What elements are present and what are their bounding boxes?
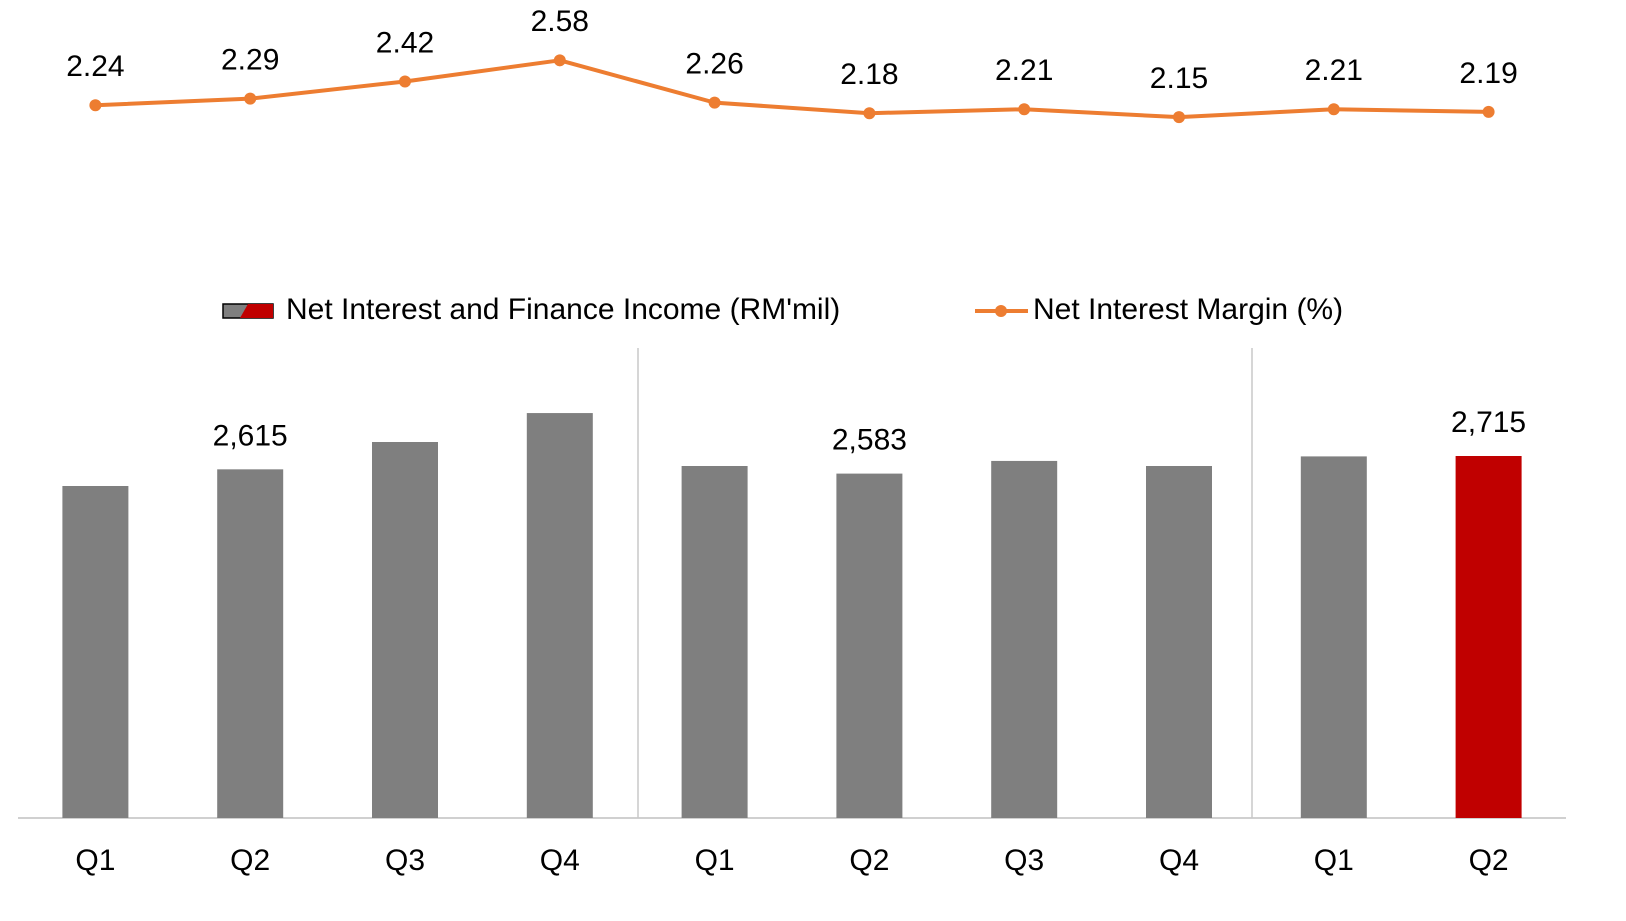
data-label: 2,715 [1451,406,1526,439]
x-tick-label: Q1 [695,844,735,877]
bar [217,469,284,818]
marker [244,92,257,105]
marker [89,99,102,112]
bar [372,442,438,818]
x-tick-label: Q3 [1004,844,1044,877]
data-label: 2,583 [832,424,907,457]
x-tick-label: Q2 [230,844,270,877]
data-label: 2.29 [221,44,279,77]
bar [1455,456,1522,818]
marker [708,96,721,109]
data-label: 2.42 [376,26,434,59]
x-tick-label: Q4 [1159,844,1199,877]
bar [681,466,748,818]
data-label: 2,615 [213,419,288,452]
marker [1482,105,1495,118]
x-tick-label: Q3 [385,844,425,877]
x-tick-label: Q4 [540,844,580,877]
bar [836,473,903,818]
x-tick-label: Q2 [849,844,889,877]
data-label: 2.26 [685,48,743,81]
line [95,58,1489,120]
bar [62,486,129,818]
data-label: 2.15 [1150,62,1208,95]
legend-label: Net Interest and Finance Income (RM'mil) [286,293,840,326]
data-label: 2.24 [66,50,124,83]
legend: Net Interest and Finance Income (RM'mil)… [222,293,1343,326]
data-label: 2.21 [1305,54,1363,87]
bar [991,460,1058,818]
data-label: 2.18 [840,58,898,91]
data-label: 2.58 [531,5,589,38]
marker [553,54,566,67]
marker [399,75,411,88]
legend-bar-icon-highlight [240,304,273,318]
marker [863,107,876,120]
bar [526,413,593,818]
marker [1327,103,1340,116]
marker [1018,103,1031,116]
bar [1146,466,1212,818]
x-tick-label: Q1 [75,844,115,877]
legend-label: Net Interest Margin (%) [1033,293,1343,326]
data-label: 2.19 [1459,57,1517,90]
x-tick-label: Q2 [1469,844,1509,877]
legend-marker [995,305,1007,317]
data-label: 2.21 [995,54,1053,87]
marker [1173,111,1185,124]
x-tick-label: Q1 [1314,844,1354,877]
bar [1300,456,1367,818]
